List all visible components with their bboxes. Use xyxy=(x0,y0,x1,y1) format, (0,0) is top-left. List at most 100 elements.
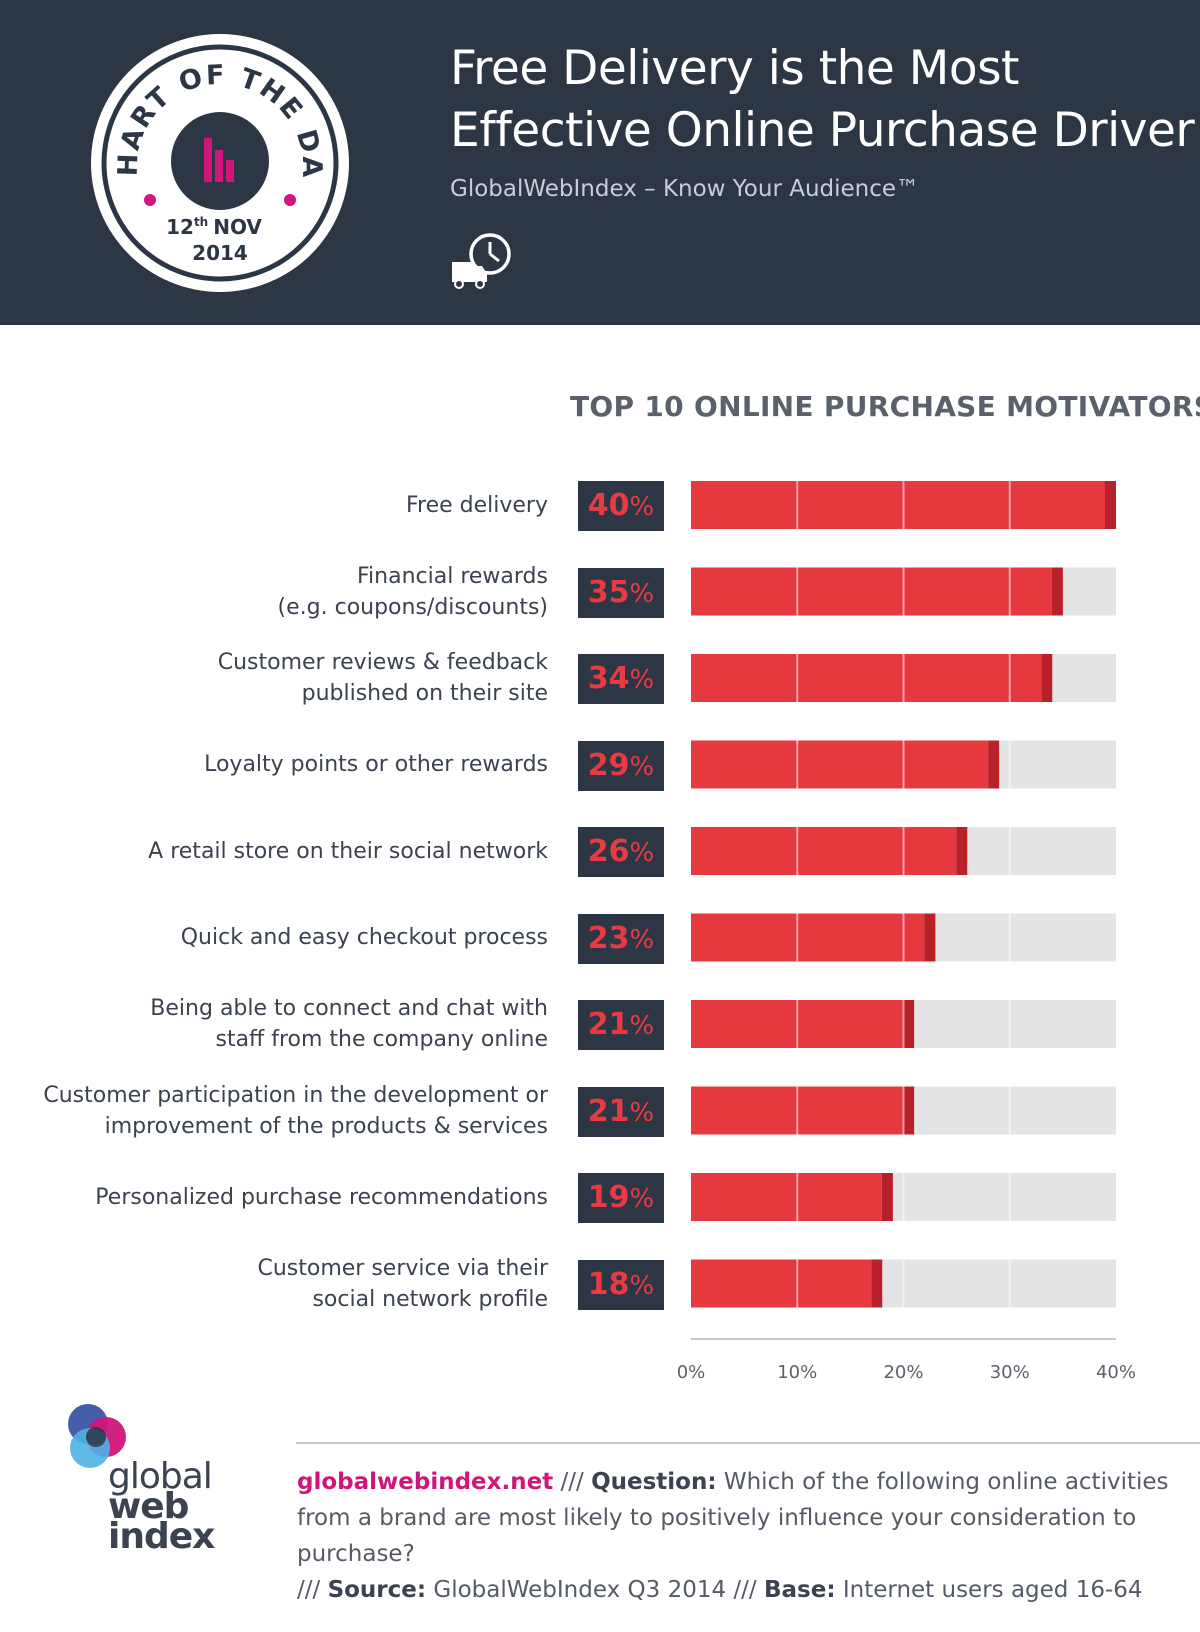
value-number: 23 xyxy=(587,920,630,956)
bar-end-cap xyxy=(881,1173,893,1221)
logo-line-index: index xyxy=(108,1516,215,1557)
footer-separator: /// xyxy=(297,1577,328,1603)
bar-end-cap xyxy=(956,827,968,875)
category-label-line: Financial rewards xyxy=(357,563,548,589)
category-label: Free delivery xyxy=(406,490,548,521)
category-label-line: A retail store on their social network xyxy=(148,838,548,864)
category-label: A retail store on their social network xyxy=(148,836,548,867)
value-label: 29% xyxy=(578,740,664,791)
value-unit: % xyxy=(629,924,655,955)
badge-dot-left xyxy=(144,194,156,206)
bar-end-cap xyxy=(903,1000,915,1048)
category-label-line: Free delivery xyxy=(405,492,548,518)
bar xyxy=(691,481,1105,529)
footer-separator: /// xyxy=(726,1577,764,1603)
value-unit: % xyxy=(629,751,655,782)
bar-end-cap xyxy=(1041,654,1053,702)
footer-question-label: Question: xyxy=(591,1469,717,1495)
bar xyxy=(691,1259,872,1308)
footer-base: Internet users aged 16-64 xyxy=(835,1577,1143,1603)
title-line-1: Free Delivery is the Most xyxy=(450,41,1020,96)
footer-source: GlobalWebIndex Q3 2014 xyxy=(426,1577,727,1603)
category-label: Quick and easy checkout process xyxy=(181,922,548,953)
value-number: 40 xyxy=(587,488,630,523)
bar-end-cap xyxy=(924,913,936,962)
bar-chart: 0% 10% 20% 30% 40% xyxy=(677,479,1136,1383)
category-label-line: social network profile xyxy=(312,1286,548,1312)
category-label: Loyalty points or other rewards xyxy=(204,749,548,780)
footer-source-label: Source: xyxy=(327,1577,427,1603)
value-label: 18% xyxy=(578,1259,664,1310)
footer-site-link[interactable]: globalwebindex.net xyxy=(297,1469,554,1495)
delivery-van-clock-icon xyxy=(452,233,511,289)
value-unit: % xyxy=(629,1097,655,1128)
badge-dot-right xyxy=(284,194,296,206)
footer-notes: globalwebindex.net /// Question: Which o… xyxy=(297,1464,1187,1608)
category-label-line: Customer participation in the developmen… xyxy=(43,1082,548,1108)
value-number: 34 xyxy=(587,661,630,696)
x-tick-label: 30% xyxy=(990,1362,1030,1383)
chart-title: TOP 10 ONLINE PURCHASE MOTIVATORS xyxy=(570,390,1200,423)
category-label-line: (e.g. coupons/discounts) xyxy=(277,594,548,620)
category-label-line: published on their site xyxy=(301,681,548,706)
value-unit: % xyxy=(629,492,655,522)
x-tick-label: 10% xyxy=(777,1362,817,1383)
bar-end-cap xyxy=(1051,567,1063,616)
category-label-line: Customer reviews & feedback xyxy=(217,650,548,675)
logo-line-web: web xyxy=(108,1486,189,1527)
value-unit: % xyxy=(629,1270,655,1301)
value-unit: % xyxy=(629,838,655,868)
badge-inner-ring xyxy=(101,44,339,282)
category-label-line: Personalized purchase recommendations xyxy=(95,1184,548,1210)
badge-year: 2014 xyxy=(192,241,248,265)
value-label: 21% xyxy=(578,1086,664,1137)
value-number: 26 xyxy=(587,834,630,869)
footer-divider xyxy=(296,1442,1200,1444)
badge-date-line1: 12th NOV xyxy=(166,215,262,239)
value-unit: % xyxy=(629,1184,655,1214)
bar xyxy=(691,740,989,789)
footer-question: Which of the following online activities… xyxy=(297,1469,1169,1567)
page-subtitle: GlobalWebIndex – Know Your Audience™ xyxy=(450,176,920,202)
value-label: 21% xyxy=(578,1000,664,1050)
bar-end-cap xyxy=(903,1086,915,1135)
value-label: 23% xyxy=(578,913,664,964)
category-label-line: Customer service via their xyxy=(257,1255,548,1281)
value-label: 26% xyxy=(578,827,664,877)
value-number: 35 xyxy=(587,574,630,610)
x-tick-label: 0% xyxy=(677,1362,706,1383)
page-title: Free Delivery is the Most Effective Onli… xyxy=(450,38,1195,162)
category-label: Personalized purchase recommendations xyxy=(95,1182,548,1213)
bar-end-cap xyxy=(871,1259,883,1308)
value-label: 40% xyxy=(578,481,664,531)
x-tick-label: 40% xyxy=(1096,1362,1136,1383)
category-label-line: staff from the company online xyxy=(215,1027,548,1052)
value-label: 19% xyxy=(578,1173,664,1223)
bar xyxy=(691,654,1042,702)
category-label: Customer reviews & feedback published on … xyxy=(218,647,548,709)
bar xyxy=(691,827,957,875)
category-label-line: Being able to connect and chat with xyxy=(150,996,548,1021)
globalwebindex-logo-icon xyxy=(68,1404,126,1468)
category-label-line: Quick and easy checkout process xyxy=(180,925,548,950)
value-unit: % xyxy=(629,578,655,609)
category-label: Financial rewards (e.g. coupons/discounts… xyxy=(278,561,548,623)
title-line-2: Effective Online Purchase Driver xyxy=(450,103,1195,158)
footer-separator: /// xyxy=(553,1469,592,1495)
value-number: 18 xyxy=(587,1266,630,1302)
bar xyxy=(691,567,1052,616)
category-label-line: improvement of the products & services xyxy=(104,1113,548,1139)
footer-base-label: Base: xyxy=(764,1577,836,1603)
x-tick-label: 20% xyxy=(883,1362,923,1383)
bar-end-cap xyxy=(1105,481,1116,529)
category-label: Customer participation in the developmen… xyxy=(43,1080,548,1142)
category-label: Customer service via their social network… xyxy=(257,1253,548,1315)
globalwebindex-logo-text: global web index xyxy=(108,1459,215,1557)
value-number: 29 xyxy=(587,747,630,783)
value-number: 19 xyxy=(587,1180,630,1215)
bar-chart-icon xyxy=(204,138,234,182)
value-unit: % xyxy=(629,665,655,695)
category-label-line: Loyalty points or other rewards xyxy=(204,752,548,777)
value-label: 34% xyxy=(578,654,664,704)
